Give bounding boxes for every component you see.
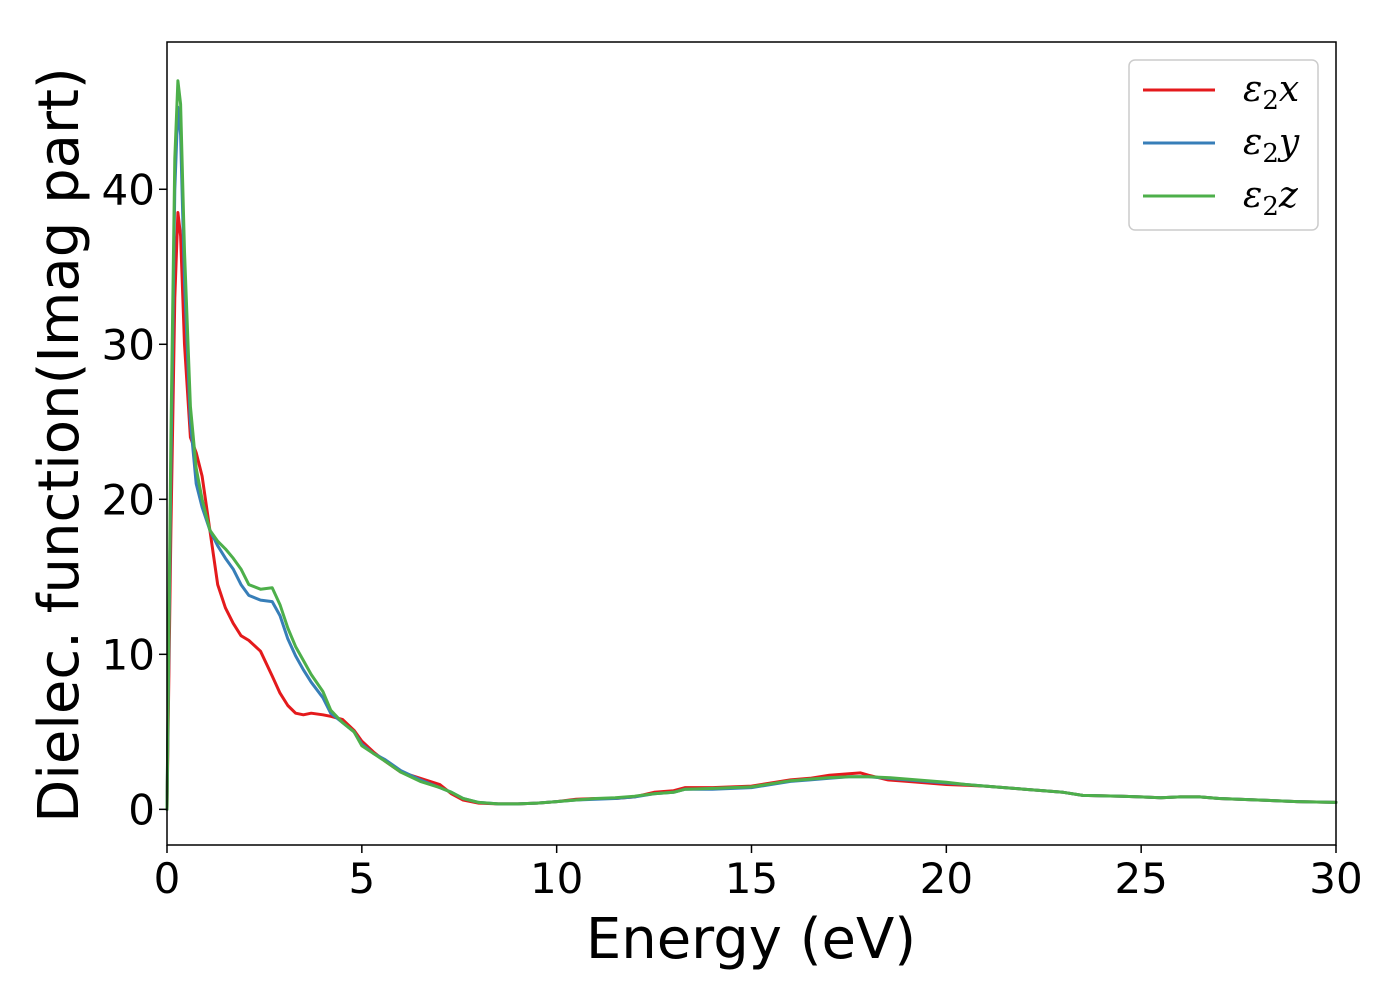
y-tick-label: 0 [128,785,155,834]
legend-label-x: ε2x [1243,69,1299,116]
series-line-x [165,211,1338,811]
x-tick-label: 0 [154,854,181,903]
series-line-z [165,79,1338,811]
legend: ε2x ε2y ε2z [1128,59,1319,231]
y-tick-label: 40 [102,165,155,214]
x-axis-label: Energy (eV) [586,907,916,972]
x-tick-label: 10 [530,854,583,903]
plot-lines [165,79,1338,811]
y-tick-label: 30 [102,320,155,369]
x-axis: 0 5 10 15 20 25 30 [154,845,1363,903]
legend-label-y: ε2y [1243,122,1300,169]
legend-box [1128,59,1319,231]
y-axis-label: Dielec. function(Imag part) [27,67,92,823]
y-tick-label: 20 [102,475,155,524]
y-axis: 0 10 20 30 40 [102,165,167,834]
x-tick-label: 15 [725,854,778,903]
x-tick-label: 20 [920,854,973,903]
x-tick-label: 5 [348,854,375,903]
y-tick-label: 10 [102,630,155,679]
x-tick-label: 30 [1309,854,1362,903]
legend-label-z: ε2z [1243,175,1299,222]
x-tick-label: 25 [1114,854,1167,903]
